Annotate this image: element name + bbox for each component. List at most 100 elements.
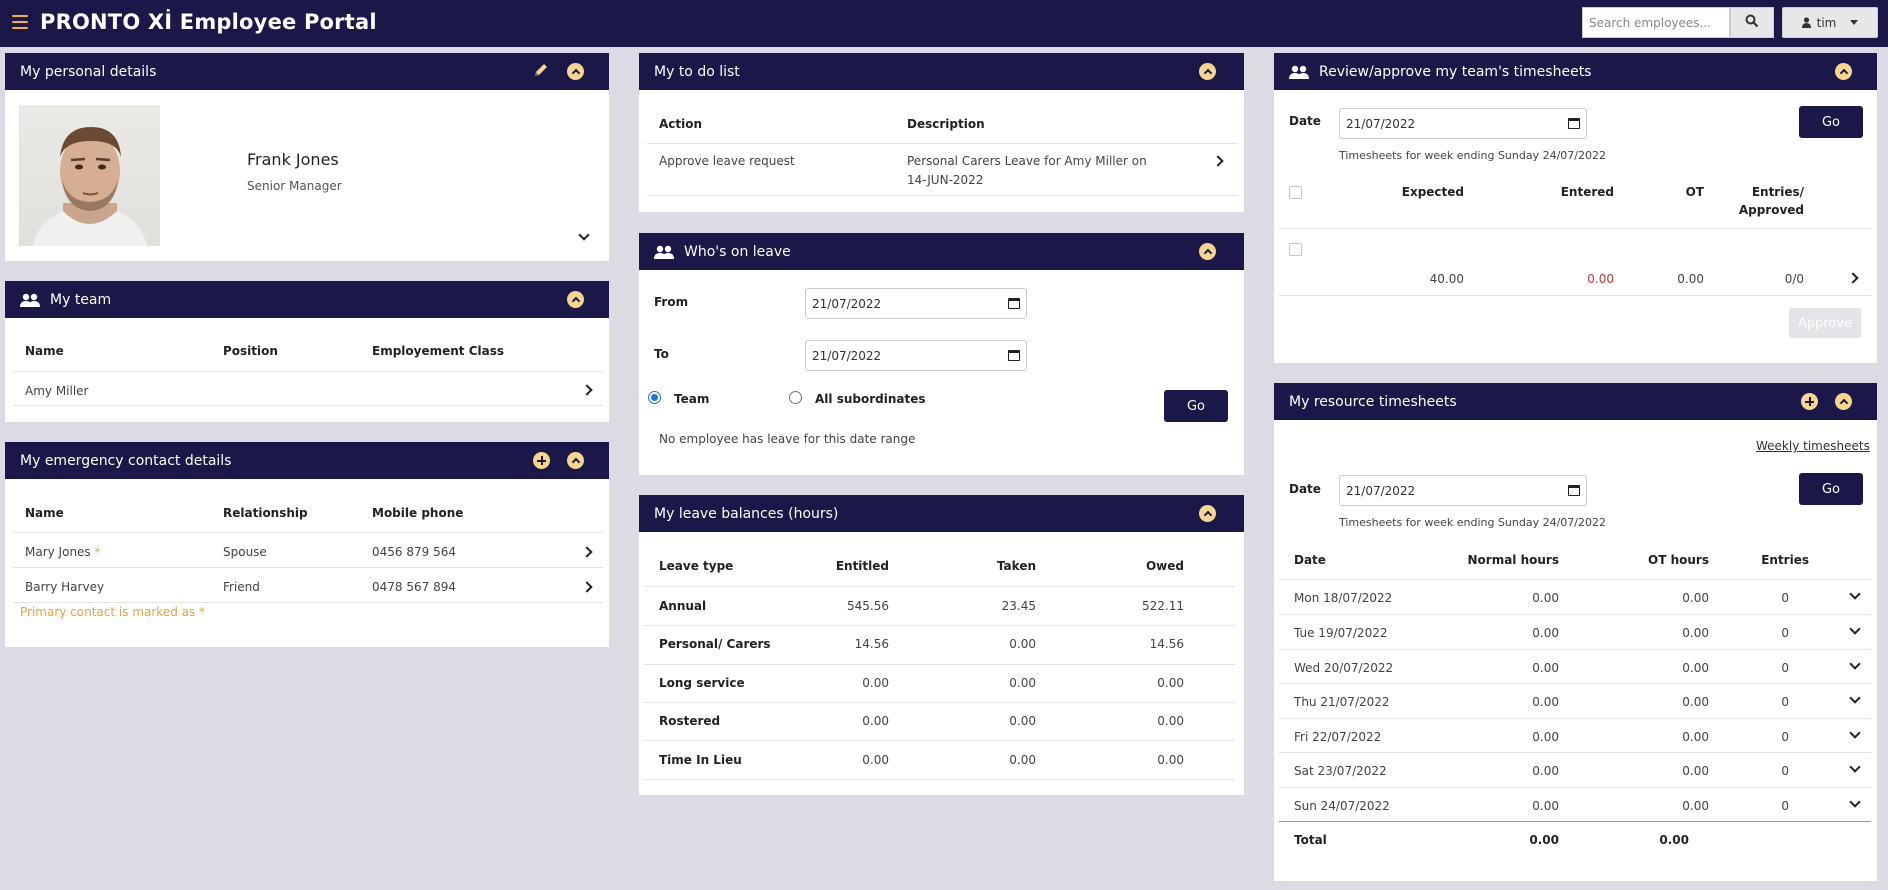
week-ending-note: Timesheets for week ending Sunday 24/07/… [1339,149,1607,162]
users-icon [654,245,674,259]
expand-row-chevron-icon[interactable] [1849,623,1861,635]
column-header-mobile: Mobile phone [372,506,464,520]
expand-details-chevron-icon[interactable] [578,229,590,241]
team-radio[interactable] [648,391,661,404]
collapse-button[interactable] [567,452,584,469]
collapse-button[interactable] [567,63,584,80]
calendar-icon[interactable] [1568,485,1580,496]
divider [644,740,1235,741]
entries: 0 [1781,764,1789,778]
divider [13,532,603,533]
weekly-timesheets-link[interactable]: Weekly timesheets [1756,439,1870,453]
panel-title: My resource timesheets [1289,393,1457,410]
go-button[interactable]: Go [1799,106,1863,138]
total-label: Total [1294,833,1327,847]
collapse-button[interactable] [567,291,584,308]
add-timesheet-button[interactable] [1801,393,1818,410]
approve-button[interactable]: Approve [1789,308,1861,338]
calendar-icon[interactable] [1008,350,1020,361]
collapse-button[interactable] [1835,393,1852,410]
timesheet-date: Mon 18/07/2022 [1294,591,1393,605]
leave-entitled: 545.56 [847,599,889,613]
entries: 0 [1781,695,1789,709]
resource-date-input[interactable]: 21/07/2022 [1339,475,1587,506]
panel-header: My to do list [639,53,1244,90]
collapse-button[interactable] [1835,63,1852,80]
contact-open-chevron-icon[interactable] [581,546,593,558]
from-label: From [654,295,689,309]
search-employees-input[interactable] [1582,7,1730,38]
all-subordinates-radio[interactable] [789,391,802,404]
column-header-position: Position [223,344,278,358]
contact-phone: 0456 879 564 [372,545,456,559]
employee-role: Senior Manager [247,179,342,193]
team-member-open-chevron-icon[interactable] [581,384,593,396]
entered-hours: 0.00 [1587,272,1614,286]
todo-description-date: 14-JUN-2022 [907,173,984,187]
contact-name: Barry Harvey [25,580,105,594]
column-header-normal-hours: Normal hours [1467,553,1560,567]
divider [647,195,1238,196]
user-menu-button[interactable]: tim [1782,7,1878,38]
leave-entitled: 0.00 [862,753,889,767]
from-date-input[interactable]: 21/07/2022 [805,288,1027,319]
leave-type: Rostered [659,714,721,728]
expand-row-chevron-icon[interactable] [1849,761,1861,773]
divider [1279,579,1871,580]
hamburger-menu-icon[interactable] [12,15,28,29]
normal-hours: 0.00 [1532,730,1559,744]
entries: 0 [1781,626,1789,640]
to-date-input[interactable]: 21/07/2022 [805,340,1027,371]
avatar [19,105,160,246]
row-checkbox[interactable] [1289,243,1302,256]
ot-hours: 0.00 [1677,272,1704,286]
entries: 0 [1781,730,1789,744]
normal-hours: 0.00 [1532,799,1559,813]
entries: 0 [1781,591,1789,605]
timesheet-date: Thu 21/07/2022 [1294,695,1390,709]
select-all-checkbox[interactable] [1289,186,1302,199]
column-header-action: Action [659,117,703,131]
date-label: Date [1289,482,1321,496]
expand-row-chevron-icon[interactable] [1849,692,1861,704]
leave-taken: 0.00 [1009,637,1036,651]
column-header-description: Description [907,117,985,131]
column-header-leave-type: Leave type [659,559,734,573]
leave-balances-panel: My leave balances (hours) Leave type Ent… [639,495,1244,795]
top-bar: PRONTO Xİ Employee Portal tim [0,0,1888,47]
ot-hours: 0.00 [1682,764,1709,778]
entries: 0 [1781,799,1789,813]
column-header-approved: Approved [1738,203,1804,217]
review-date-input[interactable]: 21/07/2022 [1339,108,1587,139]
ot-hours: 0.00 [1682,626,1709,640]
expand-row-chevron-icon[interactable] [1849,658,1861,670]
calendar-icon[interactable] [1008,298,1020,309]
add-contact-button[interactable] [533,452,550,469]
row-open-chevron-icon[interactable] [1847,272,1859,284]
to-label: To [654,347,669,361]
go-button[interactable]: Go [1164,390,1228,422]
panel-title: My emergency contact details [20,452,232,469]
collapse-button[interactable] [1199,63,1216,80]
go-button[interactable]: Go [1799,473,1863,505]
leave-type: Long service [659,676,745,690]
contact-open-chevron-icon[interactable] [581,581,593,593]
collapse-button[interactable] [1199,243,1216,260]
timesheet-date: Sun 24/07/2022 [1294,799,1390,813]
search-button[interactable] [1730,7,1774,38]
expand-row-chevron-icon[interactable] [1849,727,1861,739]
chevron-up-icon [571,457,580,467]
expand-row-chevron-icon[interactable] [1849,796,1861,808]
edit-pencil-icon[interactable] [533,62,549,78]
column-header-ot: OT [1685,185,1704,199]
chevron-up-icon [1839,398,1848,408]
calendar-icon[interactable] [1568,118,1580,129]
expand-row-chevron-icon[interactable] [1849,588,1861,600]
divider [1279,787,1871,788]
column-header-name: Name [25,344,64,358]
collapse-button[interactable] [1199,505,1216,522]
divider [13,405,603,406]
todo-open-chevron-icon[interactable] [1212,155,1224,167]
divider [1279,614,1871,615]
divider [647,143,1238,144]
